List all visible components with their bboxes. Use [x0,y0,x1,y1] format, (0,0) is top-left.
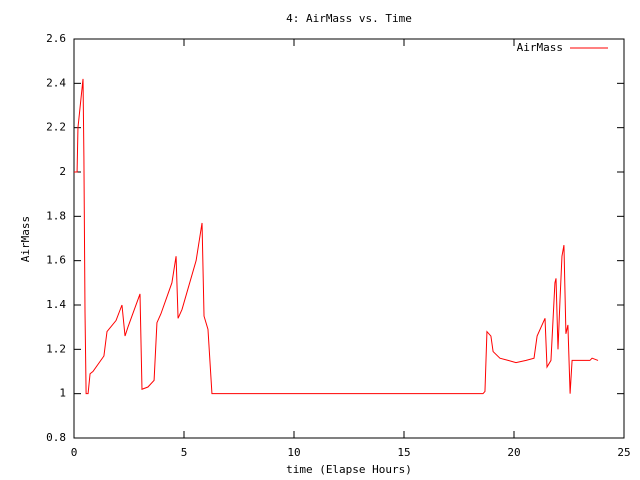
y-tick-label: 1.8 [46,209,66,222]
y-axis-label: AirMass [19,216,32,262]
x-tick-label: 10 [287,446,300,459]
x-tick-label: 25 [617,446,630,459]
x-tick-label: 20 [507,446,520,459]
y-tick-label: 0.8 [46,431,66,444]
legend-label: AirMass [517,41,563,54]
plot-frame [73,38,625,439]
y-tick-label: 2.4 [46,76,66,89]
y-tick-label: 1.4 [46,298,66,311]
y-tick-label: 1 [59,387,66,400]
x-tick-label: 0 [71,446,78,459]
y-tick-label: 1.6 [46,254,66,267]
y-tick-label: 1.2 [46,342,66,355]
x-tick-label: 15 [397,446,410,459]
chart-title: 4: AirMass vs. Time [286,12,412,25]
data-line [74,78,599,395]
x-tick-label: 5 [181,446,188,459]
x-axis-label: time (Elapse Hours) [286,463,412,476]
y-tick-label: 2 [59,165,66,178]
y-tick-label: 2.2 [46,121,66,134]
y-tick-label: 2.6 [46,32,66,45]
